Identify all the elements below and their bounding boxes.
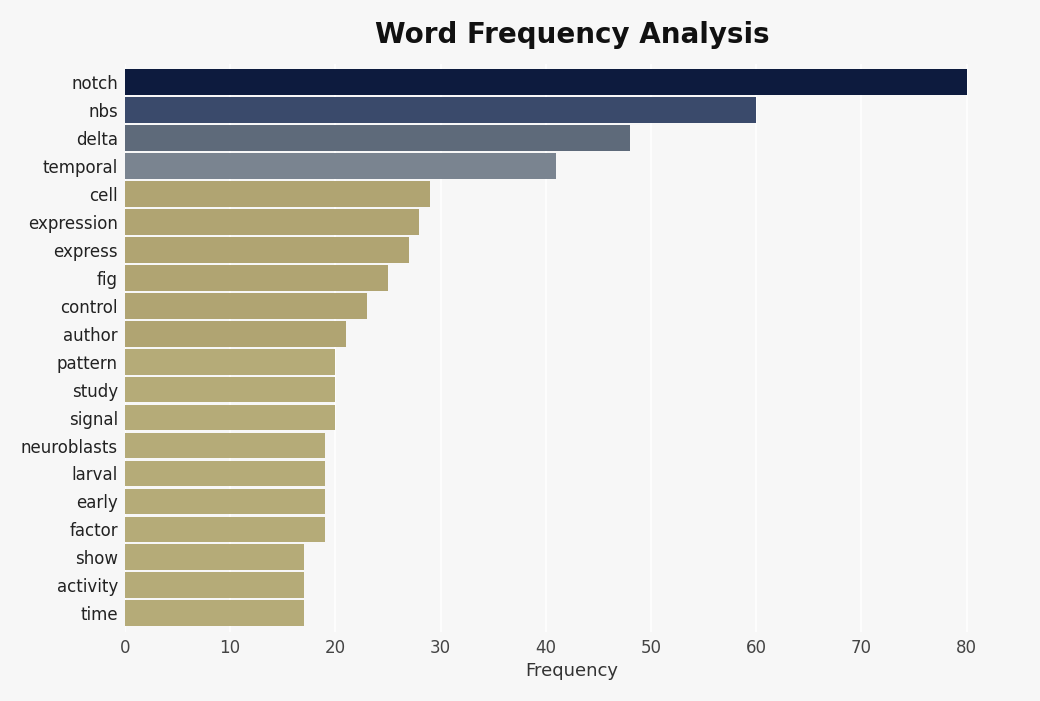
Bar <box>125 237 409 263</box>
Bar <box>125 321 346 346</box>
Bar <box>125 153 556 179</box>
Bar <box>125 97 756 123</box>
Bar <box>125 573 304 598</box>
Bar <box>125 461 324 486</box>
Bar <box>125 517 324 543</box>
Bar <box>125 293 367 318</box>
Bar <box>125 433 324 458</box>
Bar <box>125 125 630 151</box>
Bar <box>125 209 419 235</box>
Bar <box>125 349 335 374</box>
Bar <box>125 545 304 570</box>
Bar <box>125 600 304 626</box>
Bar <box>125 404 335 430</box>
Title: Word Frequency Analysis: Word Frequency Analysis <box>374 21 770 49</box>
Bar <box>125 265 388 291</box>
Bar <box>125 376 335 402</box>
Bar <box>125 69 966 95</box>
Bar <box>125 489 324 515</box>
Bar <box>125 181 430 207</box>
X-axis label: Frequency: Frequency <box>525 662 619 680</box>
